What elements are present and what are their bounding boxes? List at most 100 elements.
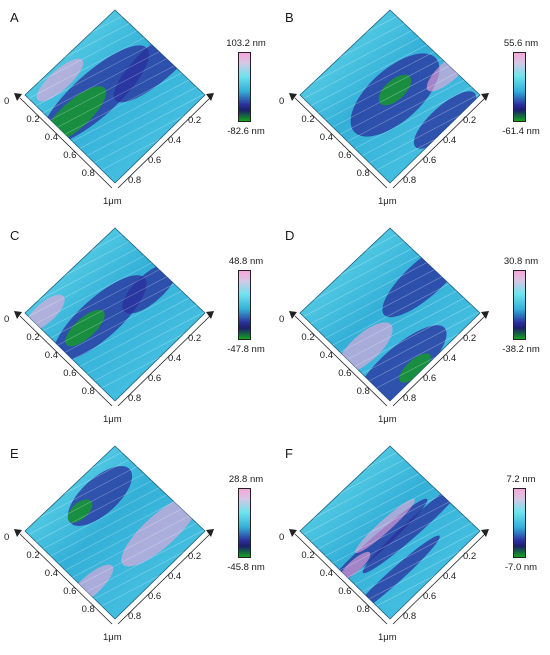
axis-tick-label: 0.6 <box>423 591 436 602</box>
axis-tick-label: 1μm <box>103 196 122 207</box>
axis-arrow-icon <box>14 311 22 319</box>
axis-tick-label: 0.8 <box>403 393 416 404</box>
axis-tick-label: 0.2 <box>301 114 314 125</box>
axis-tick-label: 0 <box>279 96 284 107</box>
axis-tick-label: 1μm <box>378 632 397 643</box>
axis-arrow-icon <box>206 311 214 319</box>
afm-surface-3d: 0 0.2 0.4 0.6 0.8 1μm 0.2 0.4 0.6 0.8 <box>279 445 489 643</box>
panel-letter: F <box>285 446 293 461</box>
colorbar-max-label: 7.2 nm <box>506 474 536 485</box>
height-region <box>355 498 415 554</box>
height-region <box>36 58 84 102</box>
y-axis <box>392 315 486 407</box>
axis-tick-label: 0.6 <box>148 373 161 384</box>
height-region <box>378 74 412 106</box>
axis-tick-label: 0.2 <box>463 333 476 344</box>
axis-tick-label: 0 <box>4 532 9 543</box>
afm-surface-3d: 0 0.2 0.4 0.6 0.8 1μm 0.2 0.4 0.6 0.8 <box>4 445 214 643</box>
axis-tick-label: 0.4 <box>320 350 333 361</box>
axis-tick-label: 0.6 <box>63 368 76 379</box>
y-axis <box>392 533 486 625</box>
axis-tick-label: 0.2 <box>188 333 201 344</box>
x-axis <box>19 315 113 407</box>
height-colorbar: 30.8 nm -38.2 nm <box>493 256 549 364</box>
y-axis <box>117 533 211 625</box>
height-region <box>122 262 178 314</box>
colorbar-max-label: 103.2 nm <box>226 38 266 49</box>
axis-arrow-icon <box>289 529 297 537</box>
panel-letter: C <box>10 228 20 243</box>
height-colorbar: 28.8 nm -45.8 nm <box>218 474 274 582</box>
axis-tick-label: 0.4 <box>45 350 58 361</box>
axis-tick-label: 0.6 <box>338 150 351 161</box>
colorbar-min-label: -38.2 nm <box>502 344 540 355</box>
colorbar-min-label: -45.8 nm <box>227 562 265 573</box>
axis-tick-label: 0.4 <box>45 132 58 143</box>
axis-tick-label: 0.4 <box>168 353 181 364</box>
axis-arrow-icon <box>206 93 214 101</box>
axis-arrow-icon <box>289 311 297 319</box>
x-axis <box>294 533 388 625</box>
axis-tick-label: 0.4 <box>168 571 181 582</box>
height-region <box>65 309 105 347</box>
y-axis <box>117 97 211 189</box>
panel-letter: A <box>10 10 19 25</box>
axis-arrow-icon <box>14 529 22 537</box>
axis-tick-label: 0 <box>279 532 284 543</box>
colorbar-min-label: -61.4 nm <box>502 126 540 137</box>
axis-tick-label: 0.6 <box>338 368 351 379</box>
axis-tick-label: 0.4 <box>443 353 456 364</box>
colorbar-max-label: 28.8 nm <box>228 474 264 485</box>
afm-surface-3d: 0 0.2 0.4 0.6 0.8 1μm 0.2 0.4 0.6 0.8 <box>279 227 489 425</box>
height-region <box>25 294 65 332</box>
axis-tick-label: 0.4 <box>168 135 181 146</box>
colorbar-max-label: 30.8 nm <box>503 256 539 267</box>
colorbar-gradient <box>513 52 526 122</box>
panel-letter: D <box>285 228 295 243</box>
axis-arrow-icon <box>481 529 489 537</box>
height-colorbar: 103.2 nm -82.6 nm <box>218 38 274 146</box>
axis-tick-label: 1μm <box>103 632 122 643</box>
colorbar-gradient <box>238 488 251 558</box>
afm-panel: E 0 0.2 0.4 0.6 0.8 1μm 0.2 0.4 0.6 0.8 28.8 nm -45.… <box>0 436 275 654</box>
axis-tick-label: 0 <box>4 96 9 107</box>
colorbar-gradient <box>238 52 251 122</box>
axis-tick-label: 0.8 <box>403 611 416 622</box>
afm-panel: F 0 0.2 0.4 0.6 0.8 1μm 0.2 0.4 0.6 0.8 7.2 nm -7.0 … <box>275 436 550 654</box>
axis-tick-label: 0.6 <box>63 150 76 161</box>
colorbar-gradient <box>513 488 526 558</box>
y-axis <box>117 315 211 407</box>
height-region <box>121 495 199 567</box>
panel-letter: E <box>10 446 19 461</box>
axis-tick-label: 0.6 <box>63 586 76 597</box>
height-region <box>339 551 371 581</box>
height-map <box>24 445 206 620</box>
axis-tick-label: 0.8 <box>82 386 95 397</box>
axis-tick-label: 0.2 <box>188 115 201 126</box>
colorbar-gradient <box>238 270 251 340</box>
axis-tick-label: 0.6 <box>338 586 351 597</box>
height-region <box>67 499 93 523</box>
afm-panel: D 0 0.2 0.4 0.6 0.8 1μm 0.2 0.4 0.6 0.8 30.8 nm -38.… <box>275 218 550 436</box>
axis-tick-label: 0.8 <box>357 386 370 397</box>
axis-tick-label: 0.8 <box>128 175 141 186</box>
axis-tick-label: 0.6 <box>423 155 436 166</box>
height-region <box>399 353 431 383</box>
height-colorbar: 48.8 nm -47.8 nm <box>218 256 274 364</box>
height-colorbar: 7.2 nm -7.0 nm <box>493 474 549 582</box>
height-colorbar: 55.6 nm -61.4 nm <box>493 38 549 146</box>
axis-tick-label: 0.6 <box>423 373 436 384</box>
axis-tick-label: 0 <box>4 314 9 325</box>
colorbar-min-label: -7.0 nm <box>504 562 538 573</box>
afm-surface-3d: 0 0.2 0.4 0.6 0.8 1μm 0.2 0.4 0.6 0.8 <box>4 9 214 207</box>
axis-tick-label: 0.2 <box>26 332 39 343</box>
height-region <box>413 91 477 149</box>
axis-tick-label: 1μm <box>378 414 397 425</box>
afm-panel: C 0 0.2 0.4 0.6 0.8 1μm 0.2 0.4 0.6 0.8 48.8 nm -47.… <box>0 218 275 436</box>
axis-tick-label: 0.2 <box>301 332 314 343</box>
afm-panel: B 0 0.2 0.4 0.6 0.8 1μm 0.2 0.4 0.6 0.8 55.6 nm -61.… <box>275 0 550 218</box>
colorbar-max-label: 55.6 nm <box>503 38 539 49</box>
height-region <box>362 478 468 574</box>
y-axis <box>392 97 486 189</box>
afm-surface-3d: 0 0.2 0.4 0.6 0.8 1μm 0.2 0.4 0.6 0.8 <box>279 9 489 207</box>
